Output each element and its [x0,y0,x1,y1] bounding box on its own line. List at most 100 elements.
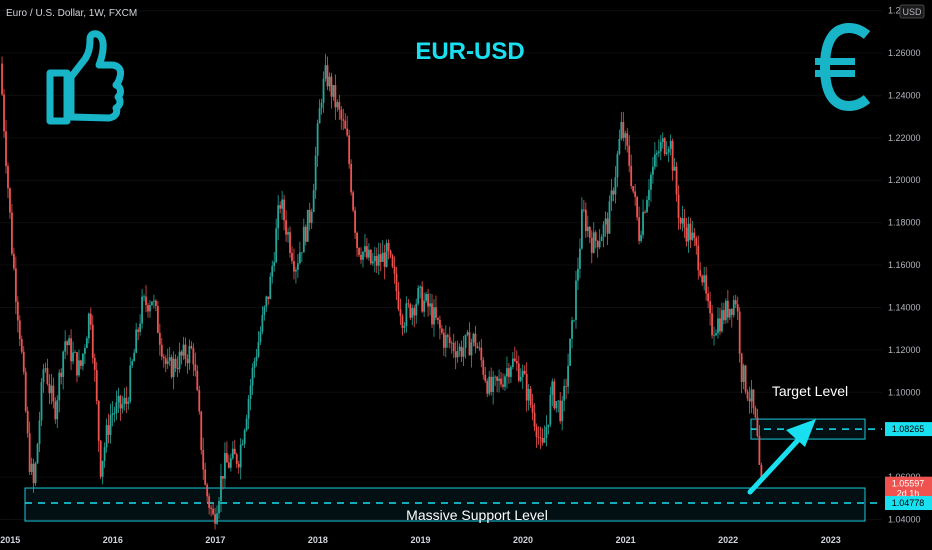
candle-body [72,352,74,362]
candle-body [127,401,130,404]
candle-body [267,296,270,299]
candle-body [346,128,349,136]
candle-body [565,386,568,387]
candle-body [490,376,493,393]
candle-body [653,154,656,167]
candle-body [26,410,29,434]
candle-body [502,384,504,387]
candle-body [129,365,132,402]
candle-body [214,514,216,524]
candle-body [316,123,319,156]
candle-body [557,400,560,402]
candle-body [291,252,293,262]
candle-body [545,427,548,439]
candle-body [36,443,39,464]
candle-body [259,331,262,343]
candle-body [101,460,104,477]
candle-body [721,310,723,332]
candle-body [723,310,725,321]
candle-body [685,227,688,242]
y-tick-label: 1.12000 [888,345,921,355]
x-axis[interactable]: 2015 2016 2017 2018 2019 2020 2021 2022 2023 [0,535,840,545]
candle-body [334,85,337,108]
candle-body [573,319,575,321]
candle-body [119,395,122,409]
candle-body [160,344,163,357]
candle-body [20,339,23,352]
candle-body [553,381,556,409]
candle-body [397,291,400,310]
y-tick-label: 1.20000 [888,175,921,185]
candle-body [632,186,635,192]
candle-body [32,463,35,484]
candle-body [693,232,696,239]
candle-body [437,317,439,320]
candle-body [652,166,654,175]
candle-body [206,484,209,497]
candle-body [728,308,731,318]
candle-body [705,275,708,294]
candle-body [411,308,414,318]
candle-body [533,412,536,427]
candle-body [667,148,670,153]
candle-body [444,335,447,348]
candle-body [389,250,392,256]
candle-body [624,133,627,138]
candle-body [403,326,406,328]
candle-body [470,342,473,356]
candle-body [58,372,61,401]
candle-body [697,245,700,271]
candle-body [744,365,747,392]
candle-body [736,304,739,312]
candle-body [125,397,128,404]
candle-body [310,211,313,223]
candle-body [561,400,564,422]
candle-body [143,296,145,298]
candle-body [360,254,362,260]
candle-body [448,336,451,344]
candle-body [296,263,299,270]
candle-body [563,386,566,401]
candle-body [279,205,282,209]
candle-body [97,401,100,441]
candle-body [158,332,161,345]
candle-body [107,425,110,435]
candle-body [52,385,55,402]
candle-body [54,401,57,420]
candle-body [326,65,329,87]
candle-body [399,309,402,317]
support-zone[interactable] [24,487,866,522]
candle-body [253,360,256,368]
candle-body [608,201,611,234]
y-tick-label: 1.04000 [888,515,921,525]
candle-body [82,353,84,366]
candle-body [42,369,45,383]
candle-body [634,191,637,197]
candle-body [66,341,69,346]
candle-body [732,300,735,316]
candle-body [208,496,211,508]
candle-body [689,223,692,240]
candle-body [117,395,120,403]
candle-body [486,381,489,394]
currency-badge[interactable]: USD [899,4,925,19]
candle-body [525,373,528,401]
candle-body [508,368,510,377]
candle-body [145,296,147,306]
candle-body [269,276,272,299]
candle-body [699,270,702,276]
candle-body [83,348,86,354]
candle-body [153,300,155,302]
candle-body [212,508,214,515]
candle-body [229,458,232,468]
candle-body [661,138,664,143]
target-price-tag-text: 1.08265 [892,424,925,434]
candle-body [746,391,749,399]
candle-body [427,293,429,307]
candle-body [419,286,422,288]
candle-body [34,463,37,484]
candle-body [149,305,151,312]
candle-body [657,151,660,153]
candle-body [740,353,743,382]
